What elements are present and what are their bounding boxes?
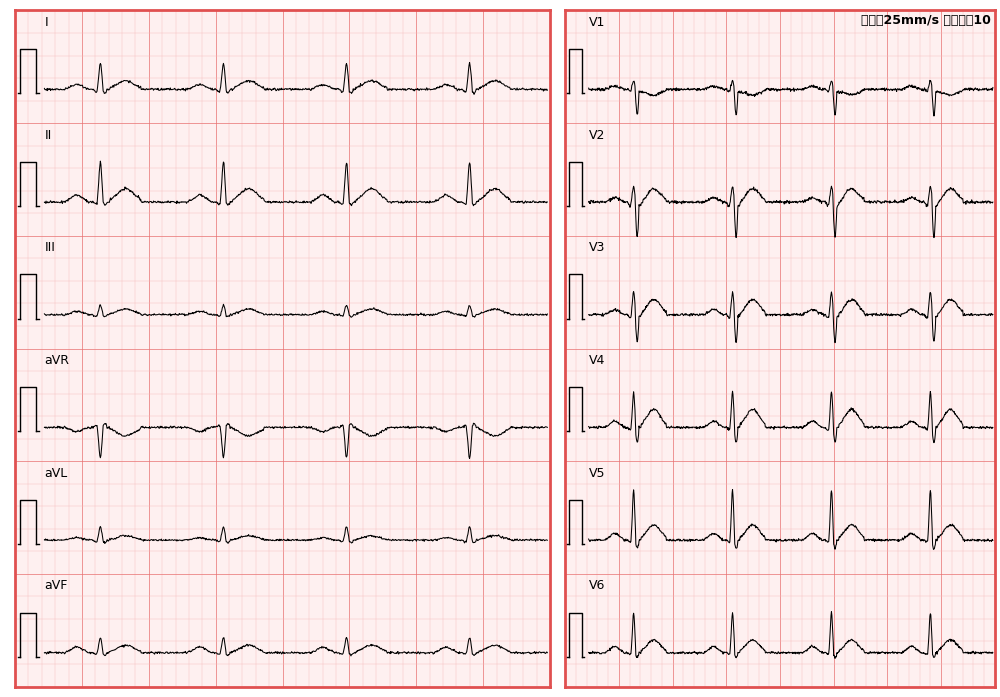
Text: V2: V2	[589, 129, 605, 141]
Text: I: I	[44, 16, 48, 29]
Text: aVL: aVL	[44, 467, 68, 480]
Text: 纸速：25mm/s 灵敏度：10: 纸速：25mm/s 灵敏度：10	[861, 14, 991, 27]
Text: V6: V6	[589, 579, 605, 592]
Text: II: II	[44, 129, 52, 141]
Text: V1: V1	[589, 16, 605, 29]
Text: aVF: aVF	[44, 579, 68, 592]
Text: III: III	[44, 241, 55, 254]
Text: aVR: aVR	[44, 354, 69, 367]
Text: V5: V5	[589, 467, 605, 480]
Text: V3: V3	[589, 241, 605, 254]
Text: V4: V4	[589, 354, 605, 367]
